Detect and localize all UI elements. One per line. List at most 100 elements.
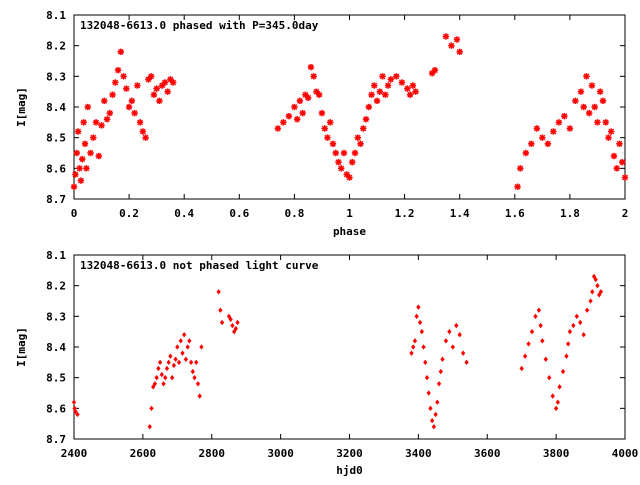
data-point [154,374,159,381]
data-point [280,119,287,126]
data-point [151,384,156,390]
data-point [139,128,147,135]
data-point [71,399,77,405]
data-point [84,103,91,111]
data-point [616,140,623,147]
data-point [577,88,585,95]
data-point [354,134,361,141]
data-point [120,73,127,80]
data-point [175,344,180,350]
data-point [176,359,182,366]
data-point [218,307,223,313]
x-tick-label: 1 [346,207,353,220]
data-point [443,338,449,344]
data-point [438,368,443,375]
data-point [178,338,183,344]
data-point [555,119,563,126]
data-point [112,79,119,86]
data-point [464,359,469,366]
data-point [591,103,598,111]
data-point [101,97,108,105]
data-point [519,365,524,372]
data-point [79,155,86,163]
data-point [550,128,557,135]
data-point [517,165,524,172]
data-point [128,97,136,105]
data-point [80,119,87,126]
data-point [335,159,342,166]
data-point [430,417,435,424]
data-point [538,322,543,329]
data-point [522,149,530,157]
data-point [226,313,232,320]
data-point [387,76,395,83]
data-point [454,322,459,329]
data-point [421,344,426,350]
data-point [590,289,595,295]
data-point [233,325,239,332]
y-tick-label: 8.6 [46,162,66,175]
data-point [349,159,356,166]
x-tick-label: 3000 [267,447,294,460]
data-point [73,408,78,415]
x-axis-label: hjd0 [336,464,363,477]
data-point [605,134,612,141]
data-point [584,307,590,313]
data-point [414,313,419,320]
data-point [581,332,586,338]
data-point [553,405,559,412]
data-point [351,149,359,157]
data-point [136,119,144,126]
data-point [199,344,204,350]
data-point [448,42,455,49]
data-point [411,344,416,350]
data-point [610,152,618,160]
data-point [440,356,445,362]
chart-panel-1: 0 0.2 0.4 0.6 0.8 1 1.2 1.4 1.6 1.8 2 8.1 8.2 8.3 8.4 8… [15,9,628,238]
data-point [371,82,378,89]
x-tick-label: 0.2 [119,207,139,220]
data-point [134,82,141,89]
data-point [152,381,158,387]
data-point [192,374,197,381]
data-point [595,282,600,289]
data-point [114,67,122,74]
data-point [188,359,194,366]
data-point [73,149,80,157]
data-point [95,152,102,160]
data-point [540,338,545,344]
data-point [431,67,439,74]
x-tick-label: 0.8 [284,207,304,220]
data-point [571,322,576,329]
y-tick-label: 8.1 [46,9,66,22]
data-point [412,88,419,95]
data-point [591,273,597,280]
data-point [423,359,428,366]
data-point [329,140,337,147]
data-point [398,79,406,86]
x-tick-label: 2800 [199,447,226,460]
y-tick-label: 8.4 [46,101,66,114]
x-tick-label: 3200 [336,447,363,460]
data-point [360,125,367,132]
data-point [161,79,169,86]
data-point [291,103,298,111]
data-point [417,319,423,326]
x-tick-label: 2 [622,207,629,220]
x-tick-label: 2600 [130,447,157,460]
data-point [428,405,433,412]
data-point [544,140,552,147]
data-point [456,48,463,55]
data-point [574,313,579,320]
data-point [109,91,116,98]
data-point [585,109,593,117]
data-point [583,73,590,80]
data-point [338,165,345,172]
data-point [185,344,190,350]
data-point [171,362,177,369]
data-point [77,177,85,184]
data-point [368,91,375,98]
data-point [180,350,185,356]
data-point [409,350,414,356]
data-point [70,183,78,190]
